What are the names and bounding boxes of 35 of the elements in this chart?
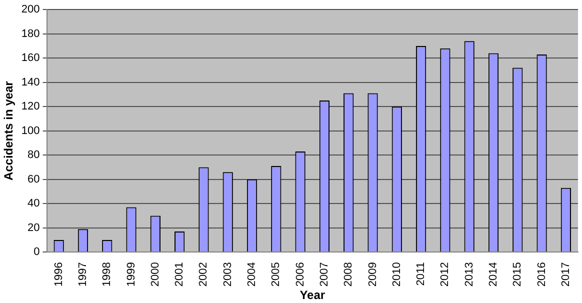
x-tick-label: 2014 — [488, 262, 500, 287]
y-tick-label: 180 — [21, 28, 40, 40]
x-tick-label: 2013 — [463, 262, 476, 287]
x-tick-label: 2010 — [390, 262, 403, 287]
y-tick-label: 20 — [28, 222, 40, 234]
x-tick-label: 2003 — [222, 262, 234, 287]
y-tick-label: 80 — [28, 149, 40, 162]
x-tick-label: 2005 — [270, 262, 282, 287]
x-tick-label: 2008 — [342, 262, 355, 287]
y-tick-label: 60 — [28, 173, 40, 186]
y-tick-label: 140 — [21, 76, 40, 88]
x-tick-label: 2009 — [366, 262, 379, 287]
y-axis-title: Accidents in year — [2, 80, 16, 181]
x-tick-label: 2015 — [512, 262, 524, 287]
x-tick-label: 2011 — [415, 262, 428, 286]
x-tick-label: 2007 — [318, 262, 330, 287]
y-tick-label: 40 — [28, 198, 40, 210]
x-tick-label: 1996 — [52, 262, 65, 287]
y-tick-label: 200 — [21, 4, 40, 16]
y-tick-label: 100 — [21, 124, 40, 137]
x-tick-label: 1997 — [77, 262, 90, 287]
x-tick-label: 2012 — [439, 262, 452, 287]
x-tick-label: 1999 — [125, 262, 138, 287]
x-tick-label: 1998 — [101, 262, 114, 287]
y-tick-label: 160 — [21, 52, 40, 64]
x-tick-label: 2002 — [198, 262, 210, 287]
x-tick-label: 2006 — [294, 262, 306, 287]
x-tick-label: 2000 — [149, 262, 162, 287]
x-tick-label: 2004 — [246, 262, 258, 287]
x-tick-label: 2017 — [560, 262, 572, 287]
y-tick-label: 120 — [21, 100, 40, 113]
x-tick-label: 2016 — [536, 262, 548, 287]
x-tick-label: 2001 — [174, 262, 186, 287]
x-axis-title: Year — [300, 288, 326, 302]
y-tick-label: 0 — [34, 246, 40, 258]
